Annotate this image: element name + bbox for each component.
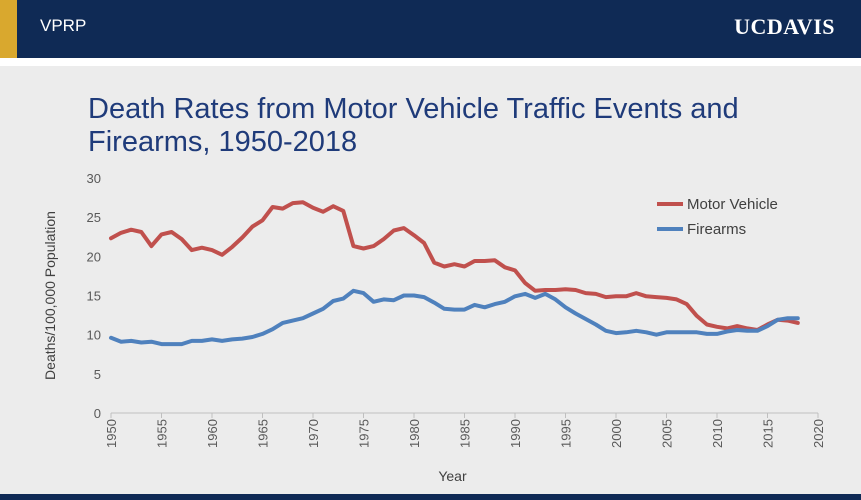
header-bar: VPRP UCDAVIS: [0, 0, 861, 58]
footer-bar: [0, 494, 861, 500]
x-axis-title: Year: [438, 468, 467, 484]
x-tick-label: 1965: [256, 419, 271, 448]
series-line-motor-vehicle: [109, 200, 800, 332]
x-tick-label: 1960: [205, 419, 220, 448]
y-axis-title: Deaths/100,000 Population: [42, 211, 58, 380]
x-tick-label: 2015: [761, 419, 776, 448]
x-tick-label: 1995: [559, 419, 574, 448]
gold-accent-stripe: [0, 0, 17, 58]
x-tick-label: 1990: [508, 419, 523, 448]
x-tick-label: 2010: [710, 419, 725, 448]
legend-label-firearms: Firearms: [687, 221, 746, 238]
y-tick-label: 15: [87, 289, 101, 304]
x-tick-label: 1975: [357, 419, 372, 448]
ucdavis-logo: UCDAVIS: [734, 14, 835, 39]
y-tick-label: 30: [87, 171, 101, 186]
legend-label-motor-vehicle: Motor Vehicle: [687, 196, 778, 213]
y-tick-label: 0: [94, 406, 101, 421]
x-tick-label: 1985: [458, 419, 473, 448]
y-tick-label: 20: [87, 249, 101, 264]
x-tick-label: 2020: [811, 419, 826, 448]
x-tick-label: 1970: [306, 419, 321, 448]
org-name: VPRP: [40, 16, 87, 35]
x-tick-label: 1950: [104, 419, 119, 448]
y-tick-label: 25: [87, 210, 101, 225]
x-tick-label: 1955: [155, 419, 170, 448]
y-tick-label: 10: [87, 328, 101, 343]
chart-title: Death Rates from Motor Vehicle Traffic E…: [88, 93, 739, 158]
slide-panel: [0, 66, 861, 494]
x-tick-label: 2005: [660, 419, 675, 448]
y-tick-label: 5: [94, 367, 101, 382]
series-line-firearms: [109, 288, 800, 347]
x-tick-label: 1980: [407, 419, 422, 448]
x-tick-label: 2000: [609, 419, 624, 448]
